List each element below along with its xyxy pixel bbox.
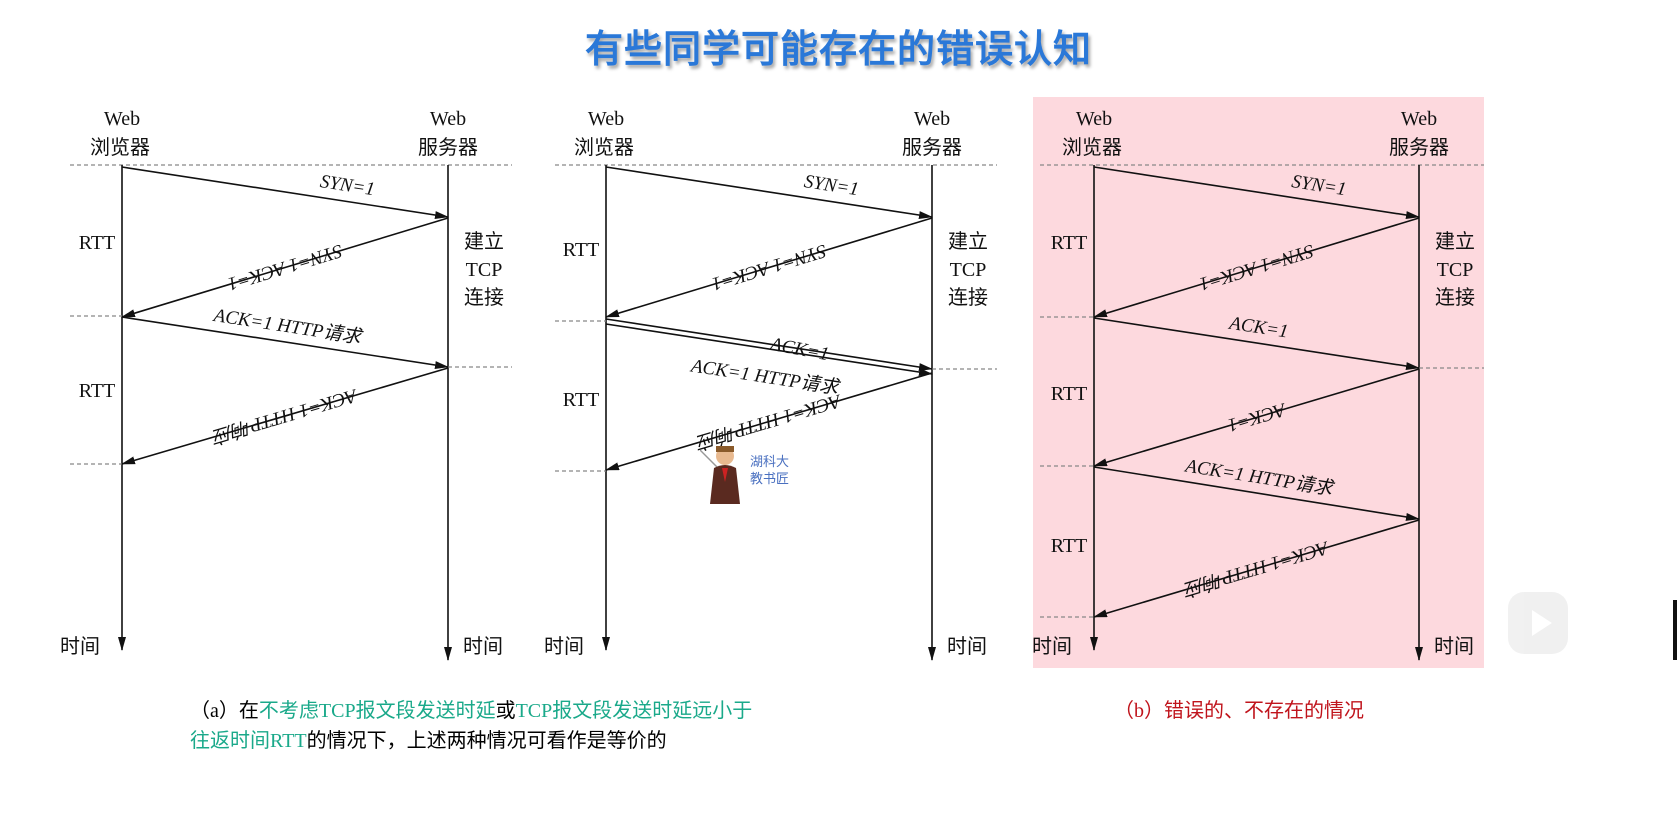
message-arrow bbox=[121, 166, 449, 219]
rtt-label: RTT bbox=[1051, 383, 1088, 405]
tcp-setup-label: TCP bbox=[1437, 259, 1474, 281]
mascot-text-line2: 教书匠 bbox=[750, 472, 790, 487]
caption-a-part: 或 bbox=[495, 700, 516, 722]
message-label: ACK=1 HTTP响应 bbox=[208, 384, 361, 448]
server-label: 服务器 bbox=[1389, 136, 1449, 159]
caption-a: （a）在不考虑TCP报文段发送时延或TCP报文段发送时延远小于 往返时间RTT的… bbox=[190, 696, 752, 756]
mascot-text-line1: 湖科大 bbox=[750, 455, 790, 470]
rtt-label: RTT bbox=[1051, 232, 1088, 254]
message-arrow bbox=[605, 217, 933, 318]
message-arrow bbox=[605, 318, 933, 371]
caption-a-part: 往返时间RTT bbox=[190, 730, 307, 752]
tcp-setup-label: 建立 bbox=[464, 230, 504, 253]
mascot-logo: 湖科大 教书匠 bbox=[699, 442, 815, 507]
message-arrow bbox=[1093, 368, 1420, 467]
caption-a-part: （a）在 bbox=[190, 700, 259, 722]
message-arrow bbox=[605, 372, 933, 471]
server-label: Web bbox=[914, 108, 950, 130]
client-label: Web bbox=[588, 108, 624, 130]
window-edge bbox=[1673, 600, 1677, 660]
client-label: 浏览器 bbox=[1062, 136, 1122, 159]
caption-a-part: 的情况下，上述两种情况可看作是等价的 bbox=[306, 730, 667, 752]
tcp-setup-label: TCP bbox=[466, 259, 503, 281]
tcp-setup-label: 建立 bbox=[948, 230, 988, 253]
message-arrow bbox=[1093, 317, 1420, 370]
message-label: SYN=1 bbox=[319, 171, 377, 200]
message-arrow bbox=[1093, 166, 1420, 219]
server-label: Web bbox=[1401, 108, 1437, 130]
tcp-setup-label: 建立 bbox=[1435, 230, 1475, 253]
tcp-setup-label: 连接 bbox=[1435, 286, 1475, 309]
time-label: 时间 bbox=[544, 635, 584, 658]
message-arrow bbox=[121, 367, 449, 465]
caption-b: （b）错误的、不存在的情况 bbox=[1114, 700, 1364, 722]
client-label: 浏览器 bbox=[574, 136, 634, 159]
tcp-setup-label: 连接 bbox=[464, 286, 504, 309]
message-arrow bbox=[1093, 466, 1420, 521]
message-label: SYN=1 bbox=[1290, 171, 1348, 200]
rtt-label: RTT bbox=[563, 389, 600, 411]
message-arrow bbox=[121, 217, 449, 318]
client-label: Web bbox=[1076, 108, 1112, 130]
server-label: 服务器 bbox=[418, 136, 478, 159]
rtt-label: RTT bbox=[79, 380, 116, 402]
client-label: Web bbox=[104, 108, 140, 130]
play-icon[interactable] bbox=[1508, 592, 1568, 654]
rtt-label: RTT bbox=[79, 232, 116, 254]
page-title: 有些同学可能存在的错误认知 bbox=[584, 27, 1092, 71]
time-label: 时间 bbox=[1434, 635, 1474, 658]
server-label: Web bbox=[430, 108, 466, 130]
message-label: SYN=1 ACK=1 bbox=[225, 240, 345, 295]
message-label: ACK=1 HTTP响应 bbox=[1179, 536, 1332, 601]
message-arrow bbox=[605, 323, 933, 376]
message-arrow bbox=[121, 316, 449, 369]
message-label: ACK=1 bbox=[1226, 312, 1290, 342]
time-label: 时间 bbox=[1032, 635, 1072, 658]
message-label: SYN=1 ACK=1 bbox=[709, 240, 829, 295]
message-arrow bbox=[1093, 519, 1420, 618]
tcp-setup-label: TCP bbox=[950, 259, 987, 281]
time-label: 时间 bbox=[463, 635, 503, 658]
message-label: ACK=1 bbox=[1225, 398, 1290, 436]
message-arrow bbox=[1093, 217, 1420, 318]
caption-a-part: TCP报文段发送时延远小于 bbox=[515, 700, 753, 722]
client-label: 浏览器 bbox=[90, 136, 150, 159]
time-label: 时间 bbox=[60, 635, 100, 658]
message-label: SYN=1 bbox=[803, 171, 861, 200]
rtt-label: RTT bbox=[1051, 535, 1088, 557]
rtt-label: RTT bbox=[563, 239, 600, 261]
server-label: 服务器 bbox=[902, 136, 962, 159]
tcp-setup-label: 连接 bbox=[948, 286, 988, 309]
message-label: SYN=1 ACK=1 bbox=[1196, 240, 1316, 295]
message-arrow bbox=[605, 166, 933, 219]
time-label: 时间 bbox=[947, 635, 987, 658]
caption-a-part: 不考虑TCP报文段发送时延 bbox=[258, 700, 496, 722]
